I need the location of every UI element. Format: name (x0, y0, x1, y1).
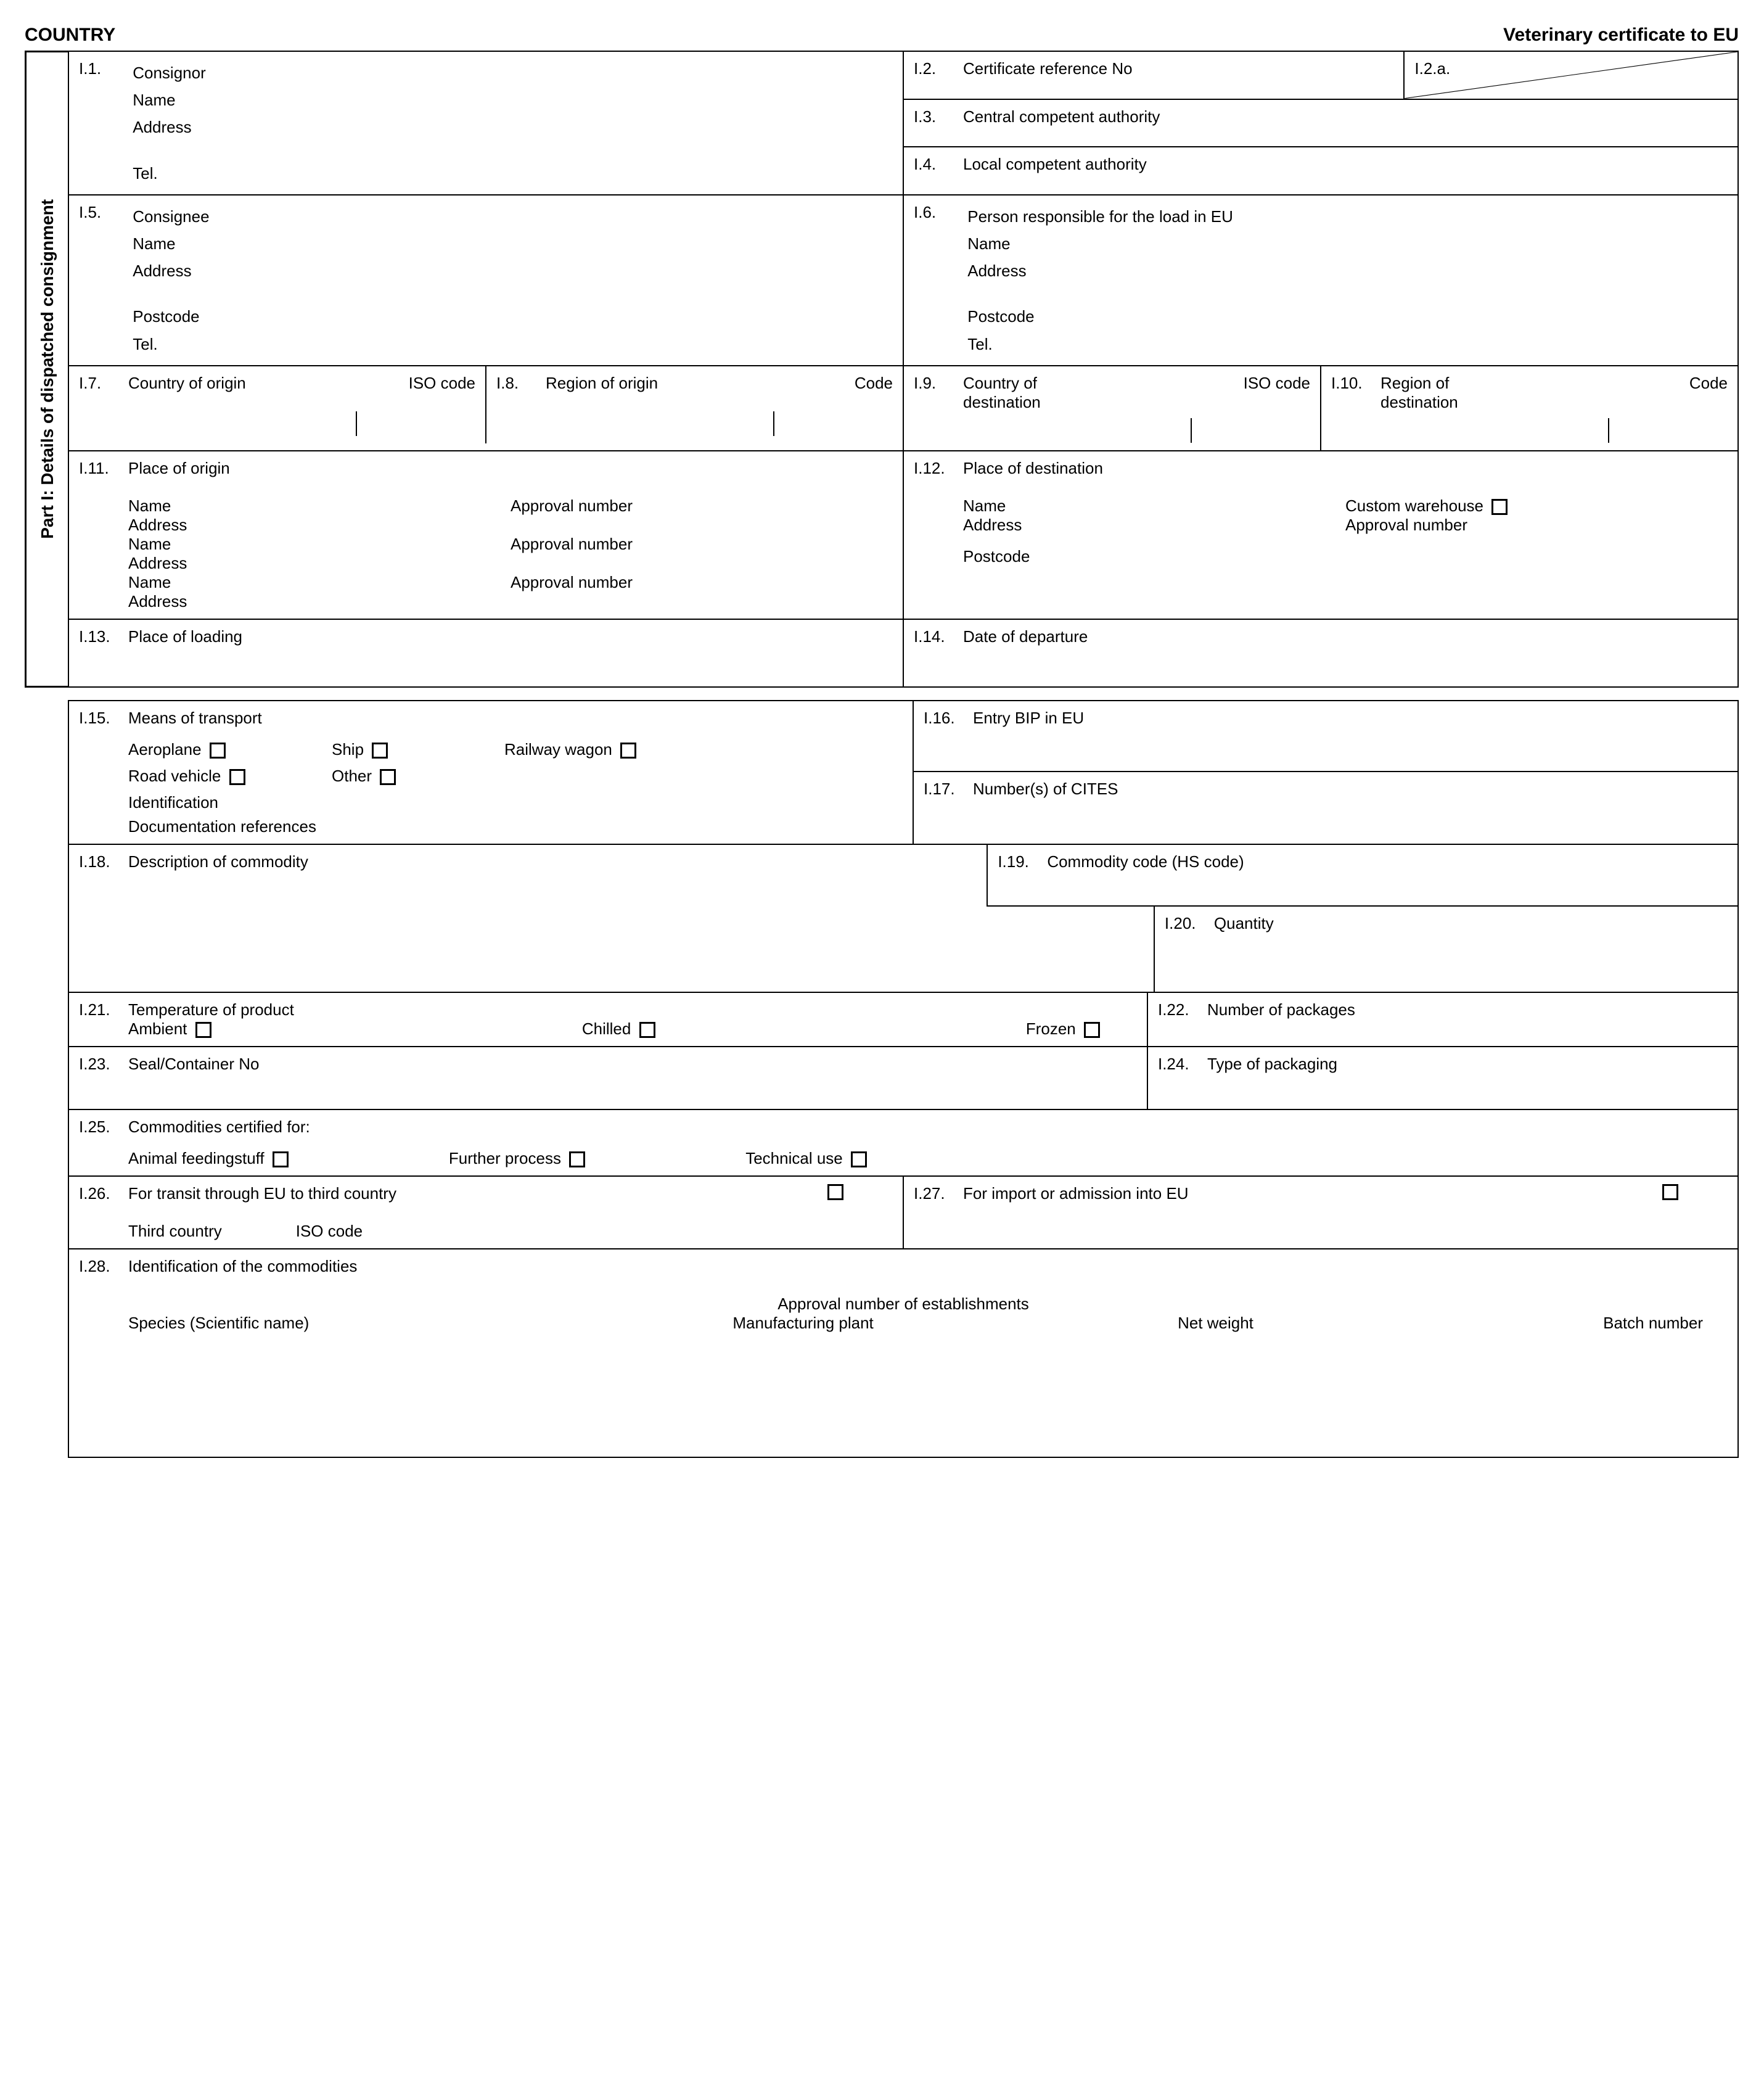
row-i26-i27: I.26.For transit through EU to third cou… (68, 1175, 1739, 1248)
checkbox-custom-warehouse[interactable] (1491, 499, 1508, 515)
checkbox-frozen[interactable] (1084, 1022, 1100, 1038)
row-i18-i19-i20: I.18.Description of commodity I.19.Commo… (68, 844, 1739, 992)
box-i17: I.17.Number(s) of CITES (914, 772, 1737, 806)
i1-title: Consignor (133, 59, 206, 86)
box-i2: I.2.Certificate reference No (903, 51, 1404, 99)
box-i6: I.6. Person responsible for the load in … (903, 195, 1738, 366)
box-i11: I.11.Place of origin NameAddressApproval… (68, 451, 903, 619)
box-i15: I.15.Means of transport Aeroplane Ship R… (69, 701, 914, 844)
row-i21-i22: I.21.Temperature of product Ambient Chil… (68, 992, 1739, 1046)
checkbox-chilled[interactable] (639, 1022, 655, 1038)
header-right: Veterinary certificate to EU (1503, 25, 1739, 46)
box-i3: I.3.Central competent authority (903, 99, 1738, 147)
box-i1: I.1. Consignor Name Address Tel. (68, 51, 903, 195)
box-i7-i8: I.7.Country of origin ISO code I.8.Regio… (68, 366, 903, 451)
row-i15-i16-i17: I.15.Means of transport Aeroplane Ship R… (68, 700, 1739, 844)
certificate-form: COUNTRY Veterinary certificate to EU Par… (25, 25, 1739, 1458)
page-header: COUNTRY Veterinary certificate to EU (25, 25, 1739, 46)
box-i20: I.20.Quantity (1154, 907, 1737, 993)
checkbox-ship[interactable] (372, 743, 388, 759)
box-i12: I.12.Place of destination NameAddress Cu… (903, 451, 1738, 619)
section-1-table: I.1. Consignor Name Address Tel. I.2.Cer… (68, 51, 1739, 688)
checkbox-feedingstuff[interactable] (273, 1151, 289, 1167)
box-i25: I.25.Commodities certified for: Animal f… (68, 1109, 1739, 1175)
box-i14: I.14.Date of departure (903, 619, 1738, 687)
checkbox-aeroplane[interactable] (210, 743, 226, 759)
box-i27: I.27.For import or admission into EU (904, 1177, 1737, 1248)
box-i28: I.28.Identification of the commodities A… (68, 1248, 1739, 1458)
box-i13: I.13.Place of loading (68, 619, 903, 687)
part-1-label: Part I: Details of dispatched consignmen… (25, 51, 68, 688)
box-i19: I.19.Commodity code (HS code) (987, 845, 1737, 907)
box-i22: I.22.Number of packages (1148, 993, 1737, 1046)
header-left: COUNTRY (25, 25, 115, 46)
box-i5: I.5. Consignee Name Address Postcode Tel… (68, 195, 903, 366)
box-i4: I.4.Local competent authority (903, 147, 1738, 195)
box-i9-i10: I.9.Country of destination ISO code I.10… (903, 366, 1738, 451)
checkbox-other[interactable] (380, 769, 396, 785)
box-i21: I.21.Temperature of product Ambient Chil… (69, 993, 1148, 1046)
box-i23: I.23.Seal/Container No (69, 1047, 1148, 1109)
box-i24: I.24.Type of packaging (1148, 1047, 1737, 1109)
part-1: Part I: Details of dispatched consignmen… (25, 51, 1739, 688)
checkbox-technical-use[interactable] (851, 1151, 867, 1167)
box-i16: I.16.Entry BIP in EU (914, 701, 1737, 773)
box-i2a: I.2.a. (1404, 51, 1738, 99)
checkbox-ambient[interactable] (195, 1022, 211, 1038)
checkbox-further-process[interactable] (569, 1151, 585, 1167)
checkbox-road[interactable] (229, 769, 245, 785)
section-2: I.15.Means of transport Aeroplane Ship R… (68, 700, 1739, 1458)
row-i23-i24: I.23.Seal/Container No I.24.Type of pack… (68, 1046, 1739, 1109)
checkbox-import[interactable] (1662, 1184, 1678, 1200)
checkbox-transit[interactable] (827, 1184, 843, 1200)
box-i26: I.26.For transit through EU to third cou… (69, 1177, 904, 1248)
checkbox-railway[interactable] (620, 743, 636, 759)
